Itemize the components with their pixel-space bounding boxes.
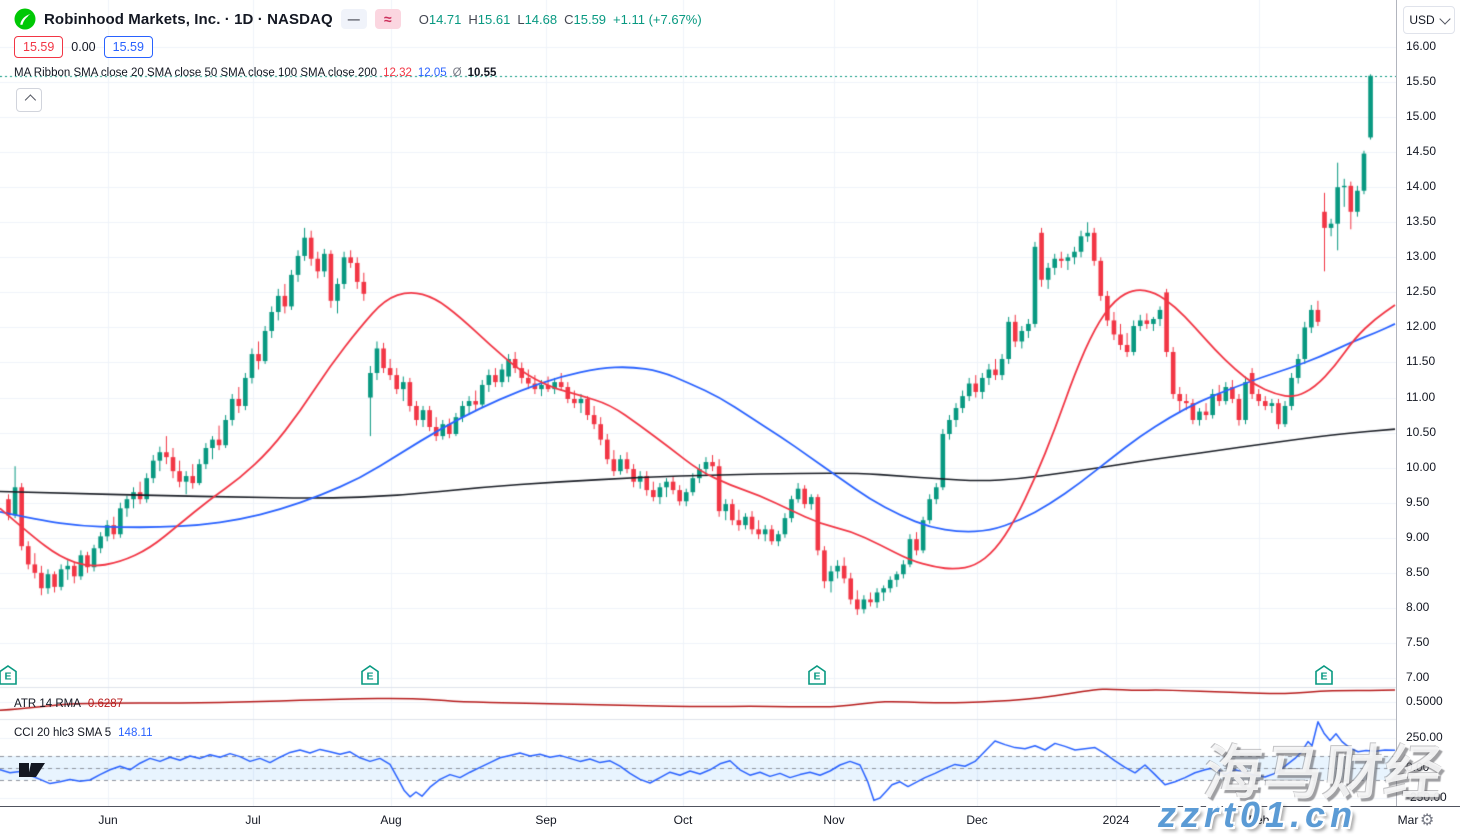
price-tick-label: 13.00 <box>1406 249 1437 264</box>
low-label: L <box>517 11 525 27</box>
currency-selector[interactable]: USD <box>1403 6 1455 34</box>
price-tick-label: 14.50 <box>1406 144 1437 159</box>
gear-icon[interactable]: ⚙ <box>1420 812 1435 829</box>
chart-header: Robinhood Markets, Inc. · 1D · NASDAQ — … <box>14 8 702 30</box>
price-tick-label: 7.50 <box>1406 634 1430 649</box>
cci-pane-legend[interactable]: CCI 20 hlc3 SMA 5 148.11 <box>14 727 152 739</box>
price-tick-label: 10.50 <box>1406 424 1437 439</box>
bid-price-chip[interactable]: 15.59 <box>103 36 153 58</box>
symbol-title[interactable]: Robinhood Markets, Inc. · 1D · NASDAQ <box>44 10 333 28</box>
price-tick-label: 11.00 <box>1406 389 1436 404</box>
price-tick-label: 8.00 <box>1406 599 1430 614</box>
cci-label: CCI 20 hlc3 SMA 5 <box>14 727 112 739</box>
cci-tick-label: 250.00 <box>1406 730 1443 744</box>
month-label: Aug <box>380 813 402 827</box>
earnings-marker-icon[interactable]: E <box>0 665 17 685</box>
close-value: 15.59 <box>573 11 607 27</box>
month-label: Jun <box>98 813 118 827</box>
cci-tick-label: 0.00 <box>1406 760 1430 774</box>
high-label: H <box>468 11 478 27</box>
price-tick-label: 12.00 <box>1406 319 1437 334</box>
atr-pane-legend[interactable]: ATR 14 RMA 0.6287 <box>14 698 123 710</box>
cci-value: 148.11 <box>118 727 153 739</box>
ask-price-chip[interactable]: 15.59 <box>14 36 64 58</box>
svg-text:E: E <box>366 671 373 683</box>
open-label: O <box>418 11 429 27</box>
svg-text:E: E <box>4 671 11 683</box>
price-axis[interactable]: USD 16.00 15.50 15.00 14.50 14.00 13.50 13.00 1… <box>1396 0 1460 806</box>
hide-indicator-button[interactable]: — <box>340 9 367 29</box>
high-value: 15.61 <box>477 11 511 27</box>
price-tick-label: 7.00 <box>1406 669 1430 684</box>
price-tick-label: 14.00 <box>1406 179 1437 194</box>
price-chart-canvas[interactable] <box>0 0 1396 806</box>
month-label: Nov <box>823 813 845 827</box>
robinhood-logo-icon[interactable] <box>14 8 36 30</box>
month-label: Dec <box>966 813 988 827</box>
atr-label: ATR 14 RMA <box>14 698 81 710</box>
month-label: 2024 <box>1102 813 1130 827</box>
atr-value: 0.6287 <box>87 698 124 710</box>
earnings-marker-icon[interactable]: E <box>1315 665 1333 685</box>
price-tick-label: 11.50 <box>1406 354 1436 369</box>
price-tick-label: 16.00 <box>1406 39 1437 53</box>
tradingview-logo[interactable] <box>18 760 46 785</box>
sma200-value: 10.55 <box>467 67 497 79</box>
low-value: 14.68 <box>524 11 558 27</box>
open-value: 14.71 <box>428 11 462 27</box>
chevron-up-icon <box>24 94 37 106</box>
earnings-marker-icon[interactable]: E <box>361 665 379 685</box>
price-tick-label: 15.00 <box>1406 109 1437 124</box>
month-label: Jul <box>245 813 261 827</box>
month-label: Feb <box>1248 813 1270 827</box>
atr-tick-label: 0.5000 <box>1406 694 1443 708</box>
price-tick-label: 9.50 <box>1406 494 1430 509</box>
price-tick-label: 8.50 <box>1406 564 1430 579</box>
ma-ribbon-label: MA Ribbon SMA close 20 SMA close 50 SMA … <box>14 67 378 79</box>
price-tick-label: 15.50 <box>1406 74 1437 89</box>
month-label: Oct <box>673 813 693 827</box>
ohlc-readout: O14.71 H15.61 L14.68 C15.59 +1.11 (+7.67… <box>419 12 702 27</box>
earnings-marker-icon[interactable]: E <box>808 665 827 685</box>
price-tick-label: 10.00 <box>1406 459 1437 474</box>
spread-value: 0.00 <box>71 40 96 54</box>
average-symbol: Ø <box>452 67 462 79</box>
change-value: +1.11 (+7.67%) <box>613 11 702 27</box>
sma20-value: 12.32 <box>383 67 412 79</box>
month-label: Mar <box>1397 813 1419 827</box>
collapse-legend-button[interactable] <box>16 88 42 112</box>
chevron-down-icon <box>1439 12 1451 25</box>
price-tick-label: 12.50 <box>1406 284 1437 299</box>
price-label-row: 15.59 0.00 15.59 <box>14 36 153 58</box>
close-label: C <box>564 11 574 27</box>
svg-text:E: E <box>1320 671 1327 683</box>
sma50-value: 12.05 <box>417 67 447 79</box>
cci-tick-label: -250.00 <box>1406 790 1447 804</box>
month-label: Sep <box>535 813 557 827</box>
ma-ribbon-legend[interactable]: MA Ribbon SMA close 20 SMA close 50 SMA … <box>14 67 496 79</box>
svg-text:E: E <box>814 671 821 683</box>
time-axis[interactable]: ⚙ Jun Jul Aug Sep Oct Nov Dec 2024 Feb Mar <box>0 806 1460 834</box>
approx-price-button[interactable]: ≈ <box>374 9 401 29</box>
price-tick-label: 13.50 <box>1406 214 1437 229</box>
currency-label: USD <box>1409 13 1435 27</box>
price-tick-label: 9.00 <box>1406 529 1430 544</box>
